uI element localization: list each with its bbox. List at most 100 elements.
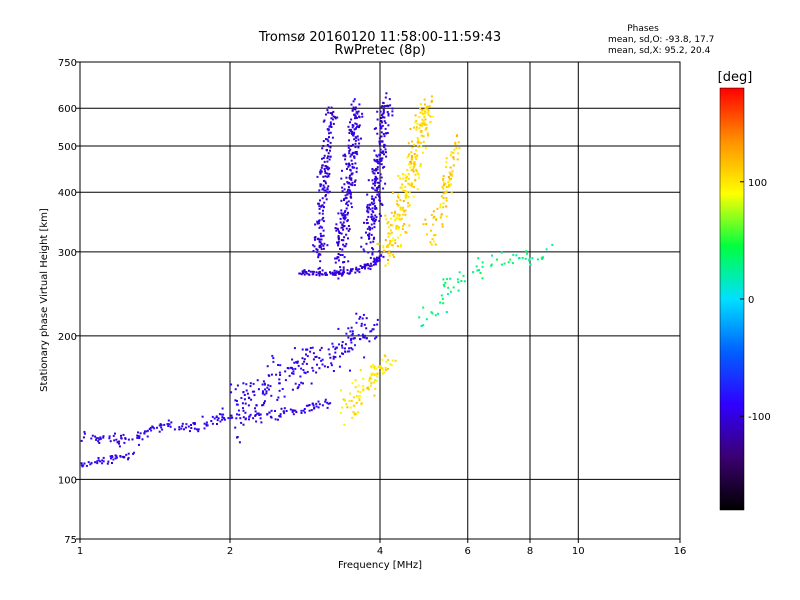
echo-point <box>262 390 264 393</box>
echo-point <box>341 273 344 276</box>
echo-point <box>326 188 329 191</box>
echo-point <box>375 167 378 170</box>
echo-point <box>334 351 337 354</box>
echo-point <box>181 422 184 425</box>
echo-point <box>528 257 531 260</box>
echo-point <box>323 119 326 122</box>
echo-point <box>383 371 386 374</box>
echo-point <box>435 218 438 221</box>
echo-point <box>83 430 86 433</box>
echo-point <box>410 169 413 172</box>
echo-point <box>379 110 382 113</box>
echo-point <box>347 200 350 203</box>
echo-point <box>401 173 404 176</box>
echo-point <box>377 191 380 194</box>
echo-point <box>394 359 397 362</box>
echo-point <box>355 312 358 315</box>
echo-point <box>445 205 448 208</box>
echo-point <box>320 346 323 349</box>
echo-point <box>442 179 445 182</box>
echo-point <box>341 226 344 229</box>
echo-point <box>365 264 368 266</box>
echo-point <box>340 274 343 277</box>
echo-point <box>354 344 356 347</box>
echo-point <box>420 130 423 133</box>
echo-point <box>122 433 125 436</box>
echo-point <box>340 239 343 242</box>
echo-point <box>375 127 377 130</box>
echo-point <box>337 236 340 239</box>
echo-point <box>387 105 390 108</box>
echo-point <box>327 128 330 131</box>
echo-point <box>402 206 405 209</box>
echo-point <box>397 204 400 207</box>
echo-point <box>392 244 394 247</box>
echo-point <box>434 234 437 236</box>
echo-point <box>361 267 363 269</box>
echo-point <box>378 181 381 184</box>
echo-point <box>369 262 372 265</box>
echo-point <box>320 248 323 251</box>
echo-point <box>83 432 86 435</box>
echo-point <box>349 148 352 151</box>
echo-point <box>340 232 343 235</box>
echo-point <box>387 235 390 238</box>
echo-point <box>430 243 433 246</box>
echo-point <box>338 343 340 346</box>
echo-point <box>127 452 130 455</box>
echo-point <box>118 445 121 448</box>
echo-point <box>267 384 270 387</box>
echo-point <box>462 274 465 277</box>
echo-point <box>326 191 329 194</box>
echo-point <box>277 396 280 399</box>
echo-point <box>300 273 303 276</box>
echo-point <box>427 109 430 112</box>
echo-point <box>358 268 361 271</box>
echo-point <box>545 248 548 251</box>
echo-point <box>374 169 377 172</box>
echo-point <box>372 219 375 222</box>
echo-point <box>340 177 343 180</box>
echo-point <box>439 203 442 206</box>
echo-point <box>320 205 323 208</box>
echo-point <box>158 430 161 433</box>
echo-point <box>238 413 241 416</box>
echo-point <box>442 184 445 187</box>
echo-point <box>111 456 114 458</box>
echo-point <box>379 365 382 368</box>
echo-point <box>291 358 294 361</box>
echo-point <box>327 191 330 194</box>
echo-point <box>366 204 369 207</box>
echo-point <box>378 213 381 215</box>
echo-point <box>107 460 110 463</box>
echo-point <box>404 174 407 177</box>
echo-point <box>525 252 528 255</box>
echo-point <box>382 111 385 114</box>
echo-point <box>401 183 403 186</box>
echo-point <box>323 168 326 170</box>
echo-point <box>317 400 320 403</box>
echo-point <box>385 92 388 95</box>
echo-point <box>324 189 327 192</box>
echo-point <box>187 425 190 428</box>
echo-point <box>395 217 398 220</box>
echo-point <box>260 421 263 424</box>
echo-point <box>331 342 334 345</box>
echo-point <box>359 264 362 267</box>
echo-point <box>319 349 322 352</box>
echo-point <box>375 258 378 261</box>
echo-point <box>329 356 332 359</box>
echo-point <box>378 143 381 146</box>
echo-point <box>370 377 373 380</box>
echo-point <box>300 381 303 384</box>
echo-point <box>366 263 369 265</box>
echo-point <box>369 241 372 244</box>
echo-point <box>396 225 399 228</box>
echo-point <box>340 226 343 229</box>
echo-point <box>168 423 171 426</box>
echo-point <box>436 207 439 210</box>
echo-point <box>339 248 341 250</box>
echo-point <box>383 135 386 138</box>
echo-point <box>324 195 327 198</box>
echo-point <box>275 373 278 376</box>
